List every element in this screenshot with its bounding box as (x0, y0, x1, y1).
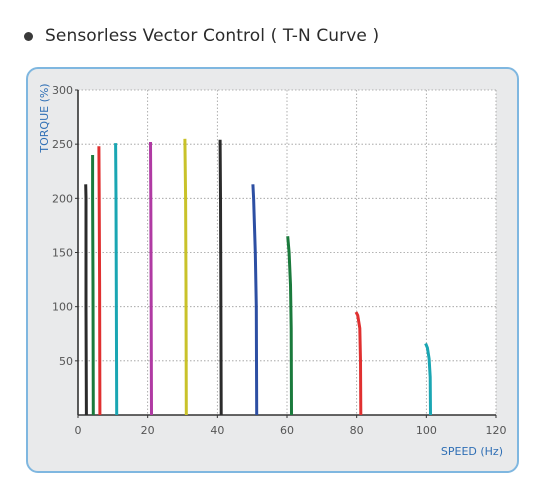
grid-lines (78, 89, 497, 415)
axes (75, 89, 497, 418)
x-tick-label: 40 (210, 424, 224, 437)
bullet-dot-icon (24, 31, 33, 41)
x-tick-label: 100 (416, 424, 437, 437)
series-line-1 (84, 184, 88, 416)
y-tick-label: 300 (52, 84, 73, 97)
page-heading: Sensorless Vector Control ( T-N Curve ) (24, 26, 379, 46)
x-tick-label: 60 (280, 424, 294, 437)
x-tick-label: 80 (350, 424, 364, 437)
y-tick-label: 250 (52, 138, 73, 151)
y-axis-label: TORQUE (%) (38, 83, 51, 153)
series-line-7 (218, 139, 223, 416)
series-line-4 (114, 143, 119, 416)
series-line-10 (354, 311, 363, 416)
y-tick-label: 100 (52, 301, 73, 314)
page-title: Sensorless Vector Control ( T-N Curve ) (45, 26, 380, 46)
series-line-6 (183, 138, 188, 416)
series-line-8 (251, 184, 259, 416)
series-group (84, 138, 432, 416)
x-axis-label: SPEED (Hz) (441, 445, 503, 458)
tick-labels: 50 100 150 200 250 300 0 20 40 60 80 100 120 (52, 84, 507, 437)
series-line-11 (424, 342, 432, 416)
series-line-9 (286, 236, 293, 416)
series-line-2 (91, 155, 95, 416)
y-tick-label: 150 (52, 247, 73, 260)
x-tick-label: 0 (75, 424, 82, 437)
series-line-3 (97, 146, 102, 416)
y-tick-label: 200 (52, 192, 73, 205)
x-tick-label: 120 (486, 424, 507, 437)
x-tick-label: 20 (141, 424, 155, 437)
series-line-5 (149, 141, 153, 416)
y-tick-label: 50 (59, 355, 73, 368)
